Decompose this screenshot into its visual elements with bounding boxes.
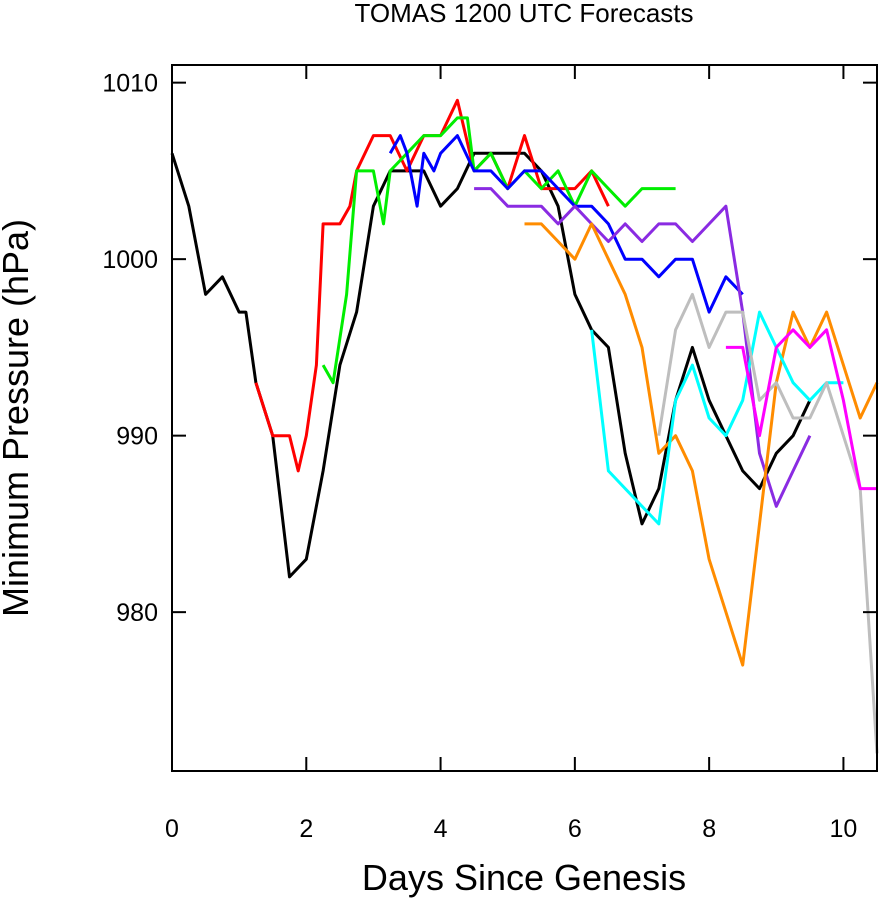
y-tick-label: 980 (116, 599, 158, 627)
y-tick-label: 1000 (102, 246, 158, 274)
y-tick-label: 1010 (102, 70, 158, 98)
x-tick-label: 6 (568, 815, 582, 843)
series-line-4 (388, 134, 744, 314)
tick-layer: 0 2 4 6 8 10 980 990 1000 1010 (102, 65, 877, 843)
chart-title: TOMAS 1200 UTC Forecasts (354, 0, 693, 28)
series-line-9 (725, 328, 877, 491)
series-layer (170, 98, 879, 754)
x-tick-label: 0 (165, 815, 179, 843)
x-tick-label: 8 (702, 815, 716, 843)
x-tick-label: 10 (830, 815, 858, 843)
series-line-3 (321, 116, 676, 385)
plot-frame (171, 64, 878, 772)
y-axis-label: Minimum Pressure (hPa) (0, 219, 36, 617)
series-line-6 (524, 222, 879, 667)
y-tick-label: 990 (116, 423, 158, 451)
x-axis-label: Days Since Genesis (362, 857, 686, 898)
x-tick-label: 2 (299, 815, 313, 843)
series-line-7 (590, 310, 844, 526)
x-tick-label: 4 (434, 815, 448, 843)
series-line-2 (254, 98, 610, 473)
